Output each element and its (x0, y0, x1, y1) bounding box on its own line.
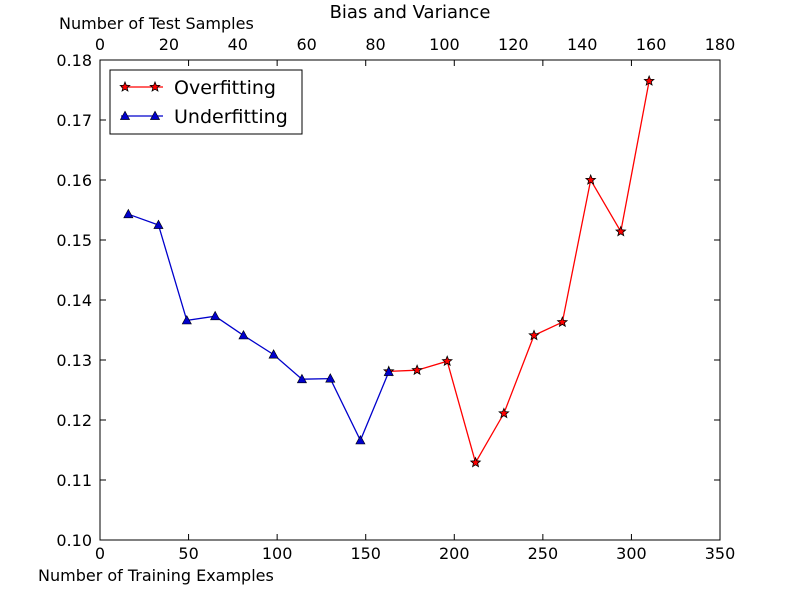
top-x-tick-label: 40 (228, 35, 248, 54)
legend: Overfitting Underfitting (109, 69, 303, 135)
y-tick-label: 0.11 (56, 471, 92, 490)
data-point-overfitting (498, 407, 510, 419)
top-x-tick-label: 140 (567, 35, 598, 54)
legend-box (109, 69, 303, 135)
data-point-underfitting (123, 208, 134, 219)
y-tick-label: 0.14 (56, 291, 92, 310)
data-point-underfitting (268, 349, 279, 359)
data-point-underfitting (210, 310, 221, 321)
legend-marker-overfitting (119, 80, 131, 92)
y-tick-label: 0.15 (56, 231, 92, 250)
top-x-axis-label: Number of Test Samples (59, 14, 254, 33)
data-point-underfitting (383, 366, 394, 376)
data-point-overfitting (584, 173, 597, 185)
x-tick-label: 350 (705, 544, 736, 563)
legend-marker-underfitting (149, 110, 161, 120)
legend-marker-overfitting (149, 80, 161, 92)
y-tick-label: 0.12 (56, 411, 92, 430)
top-x-tick-label: 180 (705, 35, 736, 54)
data-point-overfitting (556, 316, 569, 328)
y-tick-label: 0.13 (56, 351, 92, 370)
data-point-underfitting (181, 314, 192, 325)
data-point-underfitting (296, 373, 308, 384)
data-point-underfitting (325, 373, 336, 383)
x-tick-label: 300 (616, 544, 647, 563)
data-point-underfitting (238, 329, 249, 340)
y-tick-label: 0.17 (56, 111, 92, 130)
legend-label-overfitting: Overfitting (174, 77, 276, 99)
top-x-tick-label: 160 (636, 35, 667, 54)
top-x-tick-label: 120 (498, 35, 529, 54)
x-tick-label: 100 (262, 544, 293, 563)
x-tick-label: 200 (439, 544, 470, 563)
series-line-overfitting (388, 80, 650, 465)
data-point-overfitting (411, 364, 423, 376)
top-x-tick-label: 80 (365, 35, 385, 54)
legend-marker-underfitting (119, 110, 131, 120)
chart-title: Bias and Variance (329, 2, 491, 23)
legend-label-underfitting: Underfitting (174, 106, 288, 128)
data-point-overfitting (528, 329, 540, 341)
x-tick-label: 150 (350, 544, 381, 563)
series-line-underfitting (128, 213, 390, 442)
top-x-tick-label: 60 (296, 35, 316, 54)
x-tick-label: 0 (95, 544, 105, 563)
top-x-tick-label: 0 (95, 35, 105, 54)
x-axis-label: Number of Training Examples (38, 566, 274, 585)
data-point-underfitting (153, 219, 164, 229)
top-x-tick-label: 100 (429, 35, 460, 54)
series-underfitting (123, 208, 394, 445)
data-point-underfitting (355, 434, 366, 445)
y-tick-label: 0.16 (56, 171, 92, 190)
data-point-overfitting (615, 225, 627, 237)
plot-area (99, 59, 721, 541)
x-tick-label: 50 (178, 544, 198, 563)
top-x-tick-label: 20 (159, 35, 179, 54)
data-point-overfitting (441, 355, 453, 367)
data-point-overfitting (643, 74, 655, 86)
y-tick-label: 0.10 (56, 531, 92, 550)
y-tick-label: 0.18 (56, 51, 92, 70)
x-tick-label: 250 (528, 544, 559, 563)
data-point-overfitting (469, 456, 482, 468)
